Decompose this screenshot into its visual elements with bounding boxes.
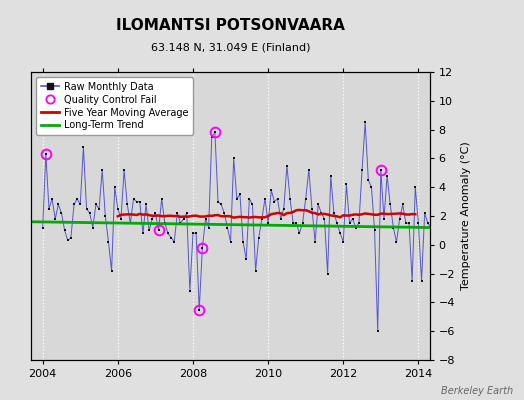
Y-axis label: Temperature Anomaly (°C): Temperature Anomaly (°C) (461, 142, 471, 290)
Text: ILOMANTSI POTSONVAARA: ILOMANTSI POTSONVAARA (116, 18, 345, 33)
Legend: Raw Monthly Data, Quality Control Fail, Five Year Moving Average, Long-Term Tren: Raw Monthly Data, Quality Control Fail, … (36, 77, 193, 135)
Text: Berkeley Earth: Berkeley Earth (441, 386, 514, 396)
Text: 63.148 N, 31.049 E (Finland): 63.148 N, 31.049 E (Finland) (151, 42, 310, 52)
